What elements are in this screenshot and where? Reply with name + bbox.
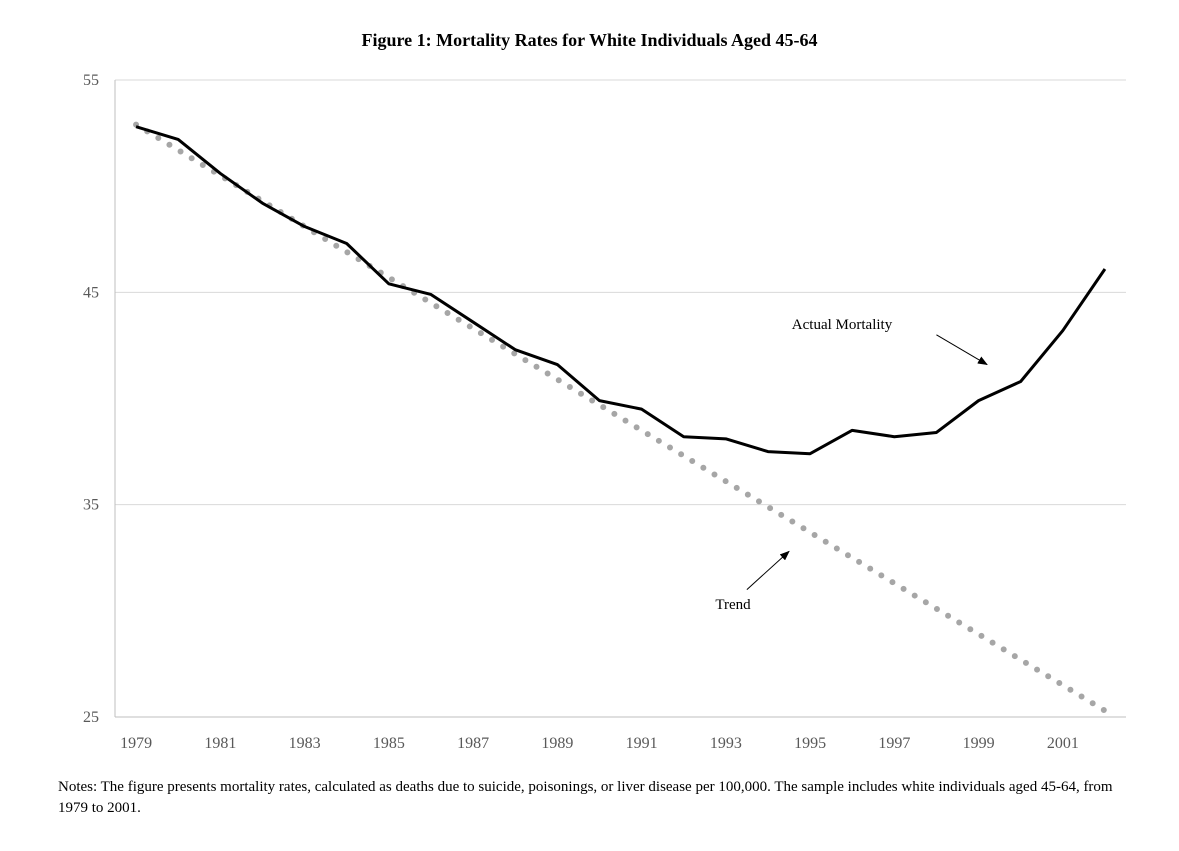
actual-mortality-line: [135, 125, 1107, 456]
line-chart: 55 45 35 25 1979 1981 1983 1985 1987 1989 1991 1993…: [83, 72, 1126, 752]
y-tick-label: 35: [83, 497, 99, 514]
trend-label: Trend: [715, 597, 751, 613]
x-tick-label: 1999: [963, 735, 995, 752]
x-tick-label: 1985: [373, 735, 405, 752]
figure-notes: Notes: The figure presents mortality rat…: [58, 779, 1113, 816]
trend-arrow: [746, 550, 790, 590]
chart-title: Figure 1: Mortality Rates for White Indi…: [361, 30, 818, 50]
x-tick-label: 1989: [541, 735, 573, 752]
y-tick-label: 25: [83, 709, 99, 726]
actual-mortality-label: Actual Mortality: [792, 317, 893, 333]
y-tick-label: 55: [83, 72, 99, 89]
x-tick-label: 1979: [120, 735, 152, 752]
gridlines: [115, 79, 1126, 506]
y-tick-label: 45: [83, 284, 99, 301]
actual-mortality-arrow: [936, 334, 988, 366]
x-tick-label: 2001: [1047, 735, 1079, 752]
x-tick-label: 1981: [204, 735, 236, 752]
actual-mortality-series: [135, 125, 1107, 456]
x-tick-label: 1995: [794, 735, 826, 752]
x-tick-label: 1997: [878, 735, 910, 752]
x-tick-label: 1993: [710, 735, 742, 752]
x-tick-label: 1991: [626, 735, 658, 752]
axes: 55 45 35 25 1979 1981 1983 1985 1987 1989 1991 1993…: [83, 72, 1126, 752]
x-tick-label: 1987: [457, 735, 489, 752]
x-tick-label: 1983: [289, 735, 321, 752]
annotations: Actual Mortality Trend: [715, 317, 988, 613]
